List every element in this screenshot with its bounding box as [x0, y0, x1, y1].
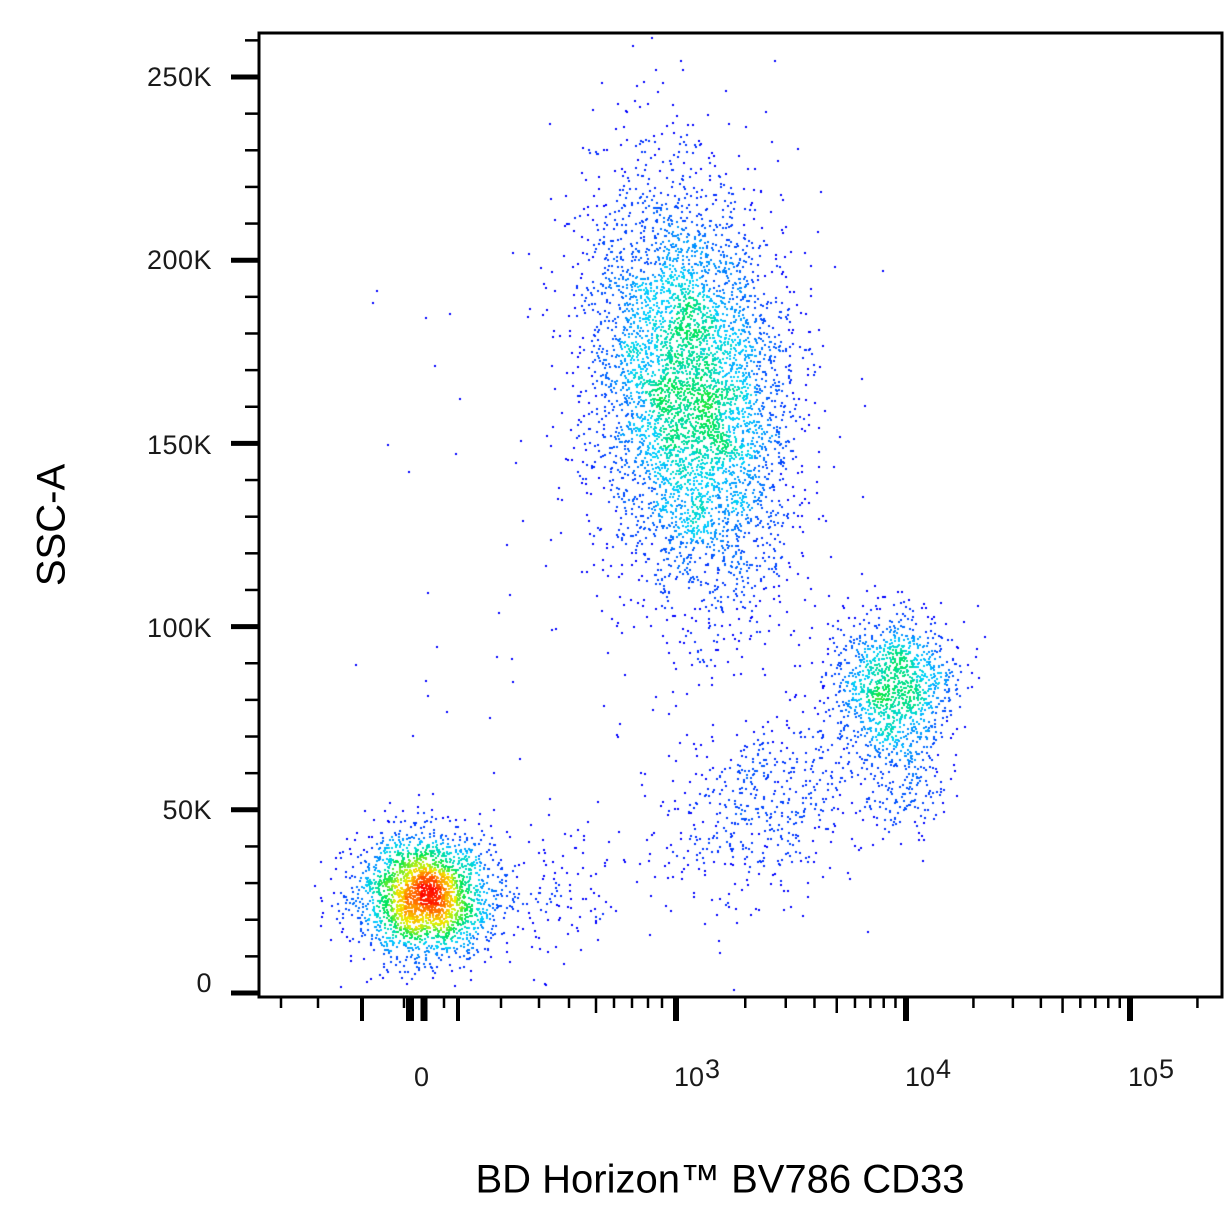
x-tick-base: 10 [905, 1062, 936, 1092]
y-tick-label-150k: 150K [146, 430, 212, 460]
x-tick-base: 0 [414, 1062, 430, 1092]
y-tick-label-0: 0 [196, 968, 212, 998]
y-axis-title: SSC-A [29, 463, 74, 587]
y-tick-label-200k: 200K [146, 245, 212, 275]
x-tick-base: 10 [1128, 1062, 1159, 1092]
x-tick-label-0: 0 [414, 1062, 429, 1093]
x-tick-label-1e4: 104 [905, 1054, 951, 1093]
x-tick-exponent: 5 [1159, 1054, 1175, 1084]
x-tick-base: 10 [674, 1062, 705, 1092]
y-tick-label-100k: 100K [146, 613, 212, 643]
x-tick-label-1e5: 105 [1128, 1054, 1174, 1093]
x-axis-title: BD Horizon™ BV786 CD33 [475, 1157, 965, 1202]
x-tick-exponent: 4 [936, 1054, 952, 1084]
x-tick-label-1e3: 103 [674, 1054, 720, 1093]
y-tick-label-50k: 50K [162, 795, 212, 825]
y-tick-label-250k: 250K [146, 62, 212, 92]
x-tick-exponent: 3 [705, 1054, 721, 1084]
